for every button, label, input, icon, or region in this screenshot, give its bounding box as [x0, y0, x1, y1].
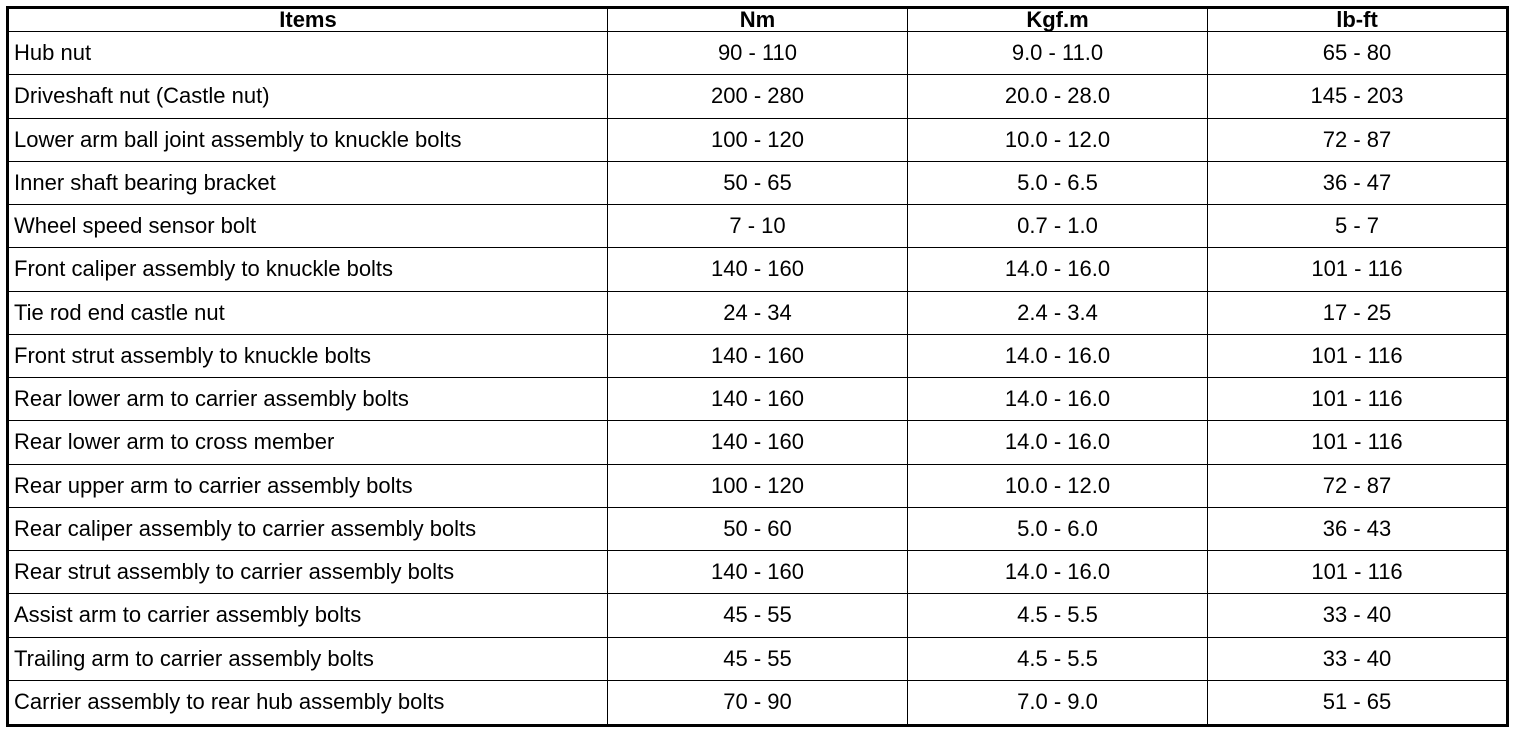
value-cell: 200 - 280: [607, 74, 908, 119]
table-row: Inner shaft bearing bracket 50 - 65 5.0 - …: [7, 160, 1508, 206]
value-cell: 7.0 - 9.0: [907, 679, 1208, 727]
value-cell: 100 - 120: [607, 117, 908, 162]
table-row: Rear caliper assembly to carrier assembl…: [7, 506, 1508, 552]
value-cell: 24 - 34: [607, 290, 908, 335]
value-cell: 7 - 10: [607, 203, 908, 249]
value-cell: 101 - 116: [1207, 420, 1508, 465]
item-cell: Rear strut assembly to carrier assembly …: [7, 549, 608, 595]
value-cell: 65 - 80: [1207, 30, 1508, 76]
value-cell: 0.7 - 1.0: [907, 203, 1208, 249]
value-cell: 45 - 55: [607, 593, 908, 638]
value-cell: 33 - 40: [1207, 636, 1508, 681]
value-cell: 14.0 - 16.0: [907, 333, 1208, 379]
table-header: Items Nm Kgf.m lb-ft: [7, 7, 1508, 32]
item-cell: Rear lower arm to cross member: [7, 420, 608, 465]
table-row: Rear strut assembly to carrier assembly …: [7, 549, 1508, 595]
header-row: Items Nm Kgf.m lb-ft: [7, 7, 1508, 32]
table-body: Hub nut 90 - 110 9.0 - 11.0 65 - 80 Drivesha…: [7, 30, 1508, 727]
value-cell: 36 - 47: [1207, 160, 1508, 206]
value-cell: 50 - 60: [607, 506, 908, 552]
table-row: Front strut assembly to knuckle bolts 140…: [7, 333, 1508, 379]
value-cell: 140 - 160: [607, 420, 908, 465]
value-cell: 100 - 120: [607, 463, 908, 508]
item-cell: Inner shaft bearing bracket: [7, 160, 608, 206]
value-cell: 36 - 43: [1207, 506, 1508, 552]
item-cell: Carrier assembly to rear hub assembly bo…: [7, 679, 608, 727]
value-cell: 51 - 65: [1207, 679, 1508, 727]
value-cell: 101 - 116: [1207, 549, 1508, 595]
value-cell: 5.0 - 6.5: [907, 160, 1208, 206]
item-cell: Front caliper assembly to knuckle bolts: [7, 247, 608, 292]
value-cell: 140 - 160: [607, 333, 908, 379]
item-cell: Rear lower arm to carrier assembly bolts: [7, 376, 608, 422]
item-cell: Hub nut: [7, 30, 608, 76]
value-cell: 2.4 - 3.4: [907, 290, 1208, 335]
value-cell: 10.0 - 12.0: [907, 117, 1208, 162]
item-cell: Wheel speed sensor bolt: [7, 203, 608, 249]
table-row: Rear lower arm to carrier assembly bolts…: [7, 376, 1508, 422]
table-row: Wheel speed sensor bolt 7 - 10 0.7 - 1.0 5 …: [7, 203, 1508, 249]
header-cell: Items: [7, 7, 608, 32]
item-cell: Assist arm to carrier assembly bolts: [7, 593, 608, 638]
table-row: Trailing arm to carrier assembly bolts 45…: [7, 636, 1508, 681]
value-cell: 72 - 87: [1207, 117, 1508, 162]
value-cell: 5 - 7: [1207, 203, 1508, 249]
value-cell: 140 - 160: [607, 376, 908, 422]
value-cell: 70 - 90: [607, 679, 908, 727]
value-cell: 72 - 87: [1207, 463, 1508, 508]
header-cell: Nm: [607, 7, 908, 32]
item-cell: Front strut assembly to knuckle bolts: [7, 333, 608, 379]
item-cell: Rear upper arm to carrier assembly bolts: [7, 463, 608, 508]
table-row: Driveshaft nut (Castle nut) 200 - 280 20.0…: [7, 74, 1508, 119]
value-cell: 45 - 55: [607, 636, 908, 681]
value-cell: 14.0 - 16.0: [907, 376, 1208, 422]
value-cell: 14.0 - 16.0: [907, 247, 1208, 292]
value-cell: 20.0 - 28.0: [907, 74, 1208, 119]
value-cell: 101 - 116: [1207, 247, 1508, 292]
table-row: Tie rod end castle nut 24 - 34 2.4 - 3.4 17…: [7, 290, 1508, 335]
value-cell: 5.0 - 6.0: [907, 506, 1208, 552]
table-row: Front caliper assembly to knuckle bolts 1…: [7, 247, 1508, 292]
value-cell: 140 - 160: [607, 247, 908, 292]
item-cell: Rear caliper assembly to carrier assembl…: [7, 506, 608, 552]
value-cell: 90 - 110: [607, 30, 908, 76]
table-row: Assist arm to carrier assembly bolts 45 -…: [7, 593, 1508, 638]
torque-table: Items Nm Kgf.m lb-ft Hub nut 90 - 110 9.0 …: [6, 6, 1509, 727]
item-cell: Lower arm ball joint assembly to knuckle…: [7, 117, 608, 162]
table-row: Rear lower arm to cross member 140 - 160 1…: [7, 420, 1508, 465]
value-cell: 33 - 40: [1207, 593, 1508, 638]
item-cell: Trailing arm to carrier assembly bolts: [7, 636, 608, 681]
value-cell: 14.0 - 16.0: [907, 420, 1208, 465]
table-row: Lower arm ball joint assembly to knuckle…: [7, 117, 1508, 162]
value-cell: 4.5 - 5.5: [907, 636, 1208, 681]
value-cell: 17 - 25: [1207, 290, 1508, 335]
table-row: Hub nut 90 - 110 9.0 - 11.0 65 - 80: [7, 30, 1508, 76]
value-cell: 9.0 - 11.0: [907, 30, 1208, 76]
header-cell: Kgf.m: [907, 7, 1208, 32]
value-cell: 50 - 65: [607, 160, 908, 206]
item-cell: Tie rod end castle nut: [7, 290, 608, 335]
table-row: Rear upper arm to carrier assembly bolts…: [7, 463, 1508, 508]
item-cell: Driveshaft nut (Castle nut): [7, 74, 608, 119]
table-row: Carrier assembly to rear hub assembly bo…: [7, 679, 1508, 727]
value-cell: 14.0 - 16.0: [907, 549, 1208, 595]
value-cell: 145 - 203: [1207, 74, 1508, 119]
value-cell: 4.5 - 5.5: [907, 593, 1208, 638]
header-cell: lb-ft: [1207, 7, 1508, 32]
value-cell: 101 - 116: [1207, 333, 1508, 379]
value-cell: 10.0 - 12.0: [907, 463, 1208, 508]
value-cell: 140 - 160: [607, 549, 908, 595]
value-cell: 101 - 116: [1207, 376, 1508, 422]
